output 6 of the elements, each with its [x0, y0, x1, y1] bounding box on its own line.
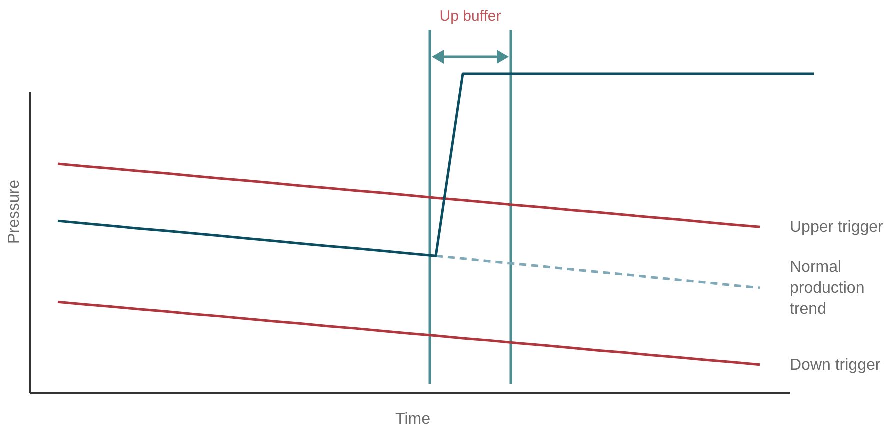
series-label: Down trigger — [790, 356, 882, 374]
y-axis-title: Pressure — [6, 180, 23, 244]
x-axis-title: Time — [396, 411, 431, 428]
series-label: Upper trigger — [790, 219, 884, 236]
text: Up buffer — [440, 8, 502, 25]
series-label: Normal production trend — [790, 259, 865, 318]
